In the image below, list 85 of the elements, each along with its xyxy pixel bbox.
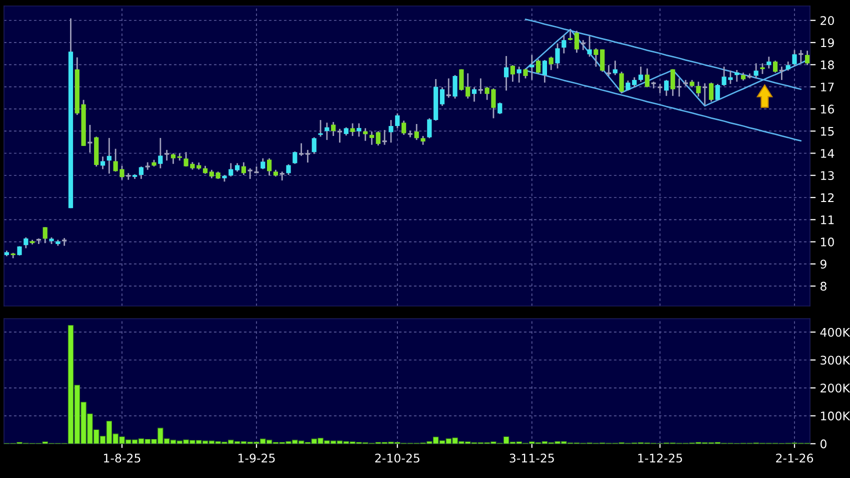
candlestick — [331, 121, 336, 137]
y-tick-label: 15 — [821, 126, 834, 136]
y-tick-label: 11 — [821, 216, 834, 224]
candlestick — [376, 130, 380, 146]
candlestick — [228, 162, 234, 178]
candlestick — [440, 86, 445, 107]
candlestick — [498, 102, 502, 115]
x-tick-label: 1-12-25 — [638, 454, 682, 463]
candlestick — [555, 42, 560, 70]
y-tick-label: 0 — [820, 439, 826, 448]
candlestick — [414, 123, 419, 141]
candlestick — [708, 82, 714, 102]
candlestick — [286, 164, 291, 176]
candlestick — [619, 71, 624, 94]
y-tick-label: 17 — [821, 82, 834, 92]
y-tick-label: 8 — [820, 282, 826, 291]
candlestick — [170, 152, 176, 165]
candlestick — [754, 62, 758, 80]
candlestick — [504, 55, 509, 92]
candlestick — [336, 128, 343, 144]
candlestick — [42, 226, 48, 244]
candlestick — [696, 81, 701, 98]
candlestick — [510, 64, 515, 82]
candlestick — [260, 158, 266, 170]
candlestick — [670, 68, 676, 97]
candlestick — [523, 68, 528, 80]
y-tick-label: 400K — [820, 328, 850, 337]
candlestick — [100, 156, 106, 170]
candlestick — [612, 60, 618, 76]
candlestick — [350, 122, 355, 137]
candlestick — [786, 60, 790, 72]
candlestick — [766, 56, 772, 70]
y-tick-label: 14 — [821, 149, 834, 158]
candlestick — [266, 158, 272, 176]
candlestick — [574, 30, 580, 54]
candlestick — [466, 72, 470, 100]
candlestick — [542, 59, 548, 84]
y-tick-label: 10 — [821, 238, 834, 246]
y-tick-label: 12 — [821, 193, 834, 202]
x-tick-label: 3-11-25 — [510, 454, 554, 463]
candlestick — [24, 236, 28, 249]
candlestick — [158, 137, 163, 169]
y-tick-label: 13 — [821, 171, 834, 180]
candlestick — [401, 120, 406, 136]
candlestick — [536, 58, 541, 74]
y-tick-label: 100K — [821, 412, 850, 420]
candlestick — [715, 83, 720, 102]
candlestick — [395, 112, 400, 129]
candlestick — [459, 68, 464, 92]
candlestick — [568, 29, 573, 42]
candlestick — [530, 54, 534, 81]
y-tick-label: 300K — [820, 356, 850, 365]
candlestick — [292, 150, 298, 165]
candlestick — [318, 119, 323, 138]
candlestick — [138, 166, 144, 180]
candlestick — [760, 62, 765, 75]
x-tick-label: 1-8-25 — [104, 454, 140, 463]
y-tick-label: 9 — [820, 260, 826, 269]
candlestick — [241, 162, 246, 176]
y-tick-label: 19 — [821, 38, 834, 48]
x-tick-label: 2-1-26 — [776, 454, 814, 463]
candlestick — [516, 66, 522, 84]
candlestick — [548, 56, 554, 71]
candlestick — [388, 119, 394, 144]
candlestick — [805, 50, 810, 66]
candlestick — [17, 246, 22, 256]
y-tick-label: 18 — [821, 60, 834, 70]
y-tick-label: 200K — [820, 384, 850, 393]
candlestick — [734, 69, 740, 82]
candlestick — [312, 136, 316, 155]
candlestick — [587, 35, 592, 58]
candlestick — [369, 130, 374, 146]
x-tick-label: 1-9-25 — [238, 454, 275, 463]
x-tick-label: 2-10-25 — [375, 454, 420, 463]
candlestick — [356, 122, 362, 138]
candlestick — [562, 34, 566, 54]
candlestick — [638, 66, 644, 82]
y-tick-label: 20 — [820, 16, 834, 26]
candlestick — [644, 68, 650, 88]
candlestick — [106, 137, 112, 174]
candlestick — [324, 122, 330, 141]
candlestick — [427, 118, 432, 139]
y-tick-label: 16 — [821, 104, 834, 114]
candlestick — [472, 86, 477, 102]
candlestick — [772, 60, 778, 74]
